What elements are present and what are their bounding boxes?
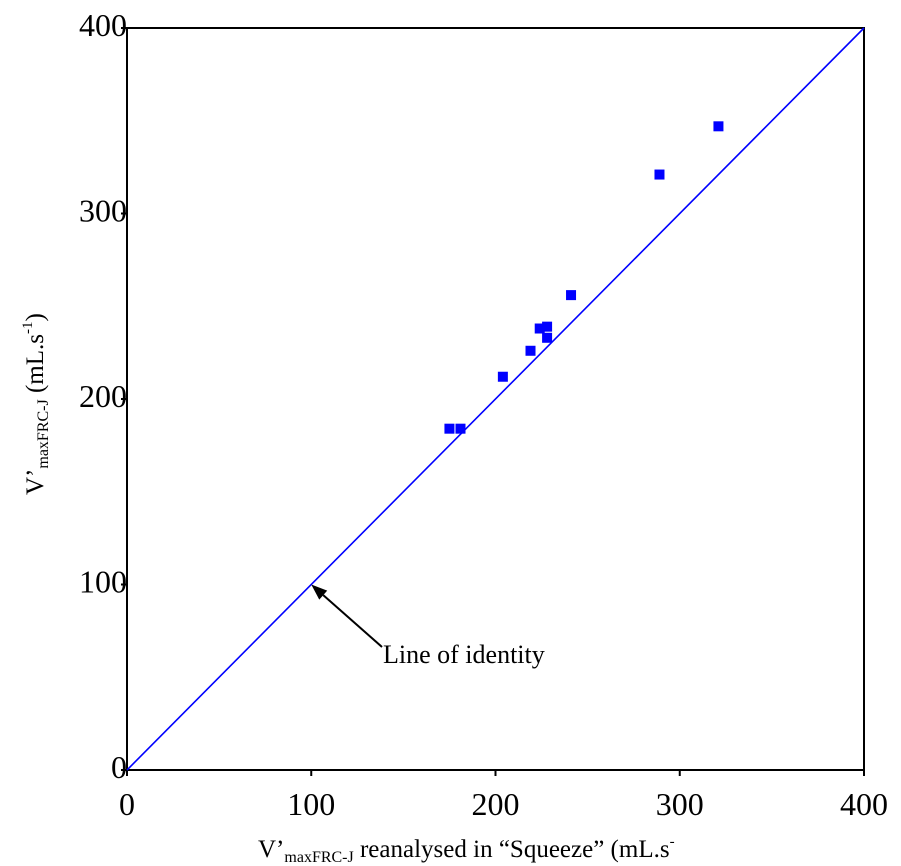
data-point [542,321,553,332]
x-tick-label: 200 [472,786,520,822]
y-axis-label-subscript: maxFRC-J [35,399,52,468]
y-axis-label: V’maxFRC-J (mL.s-1) [20,313,52,495]
y-tick-label: 200 [79,378,127,414]
y-axis-ticks: 0 100 200 300 400 [79,7,127,785]
line-of-identity [126,27,865,771]
data-point [713,121,724,132]
data-point [455,423,466,434]
data-point [497,371,508,382]
y-tick-label: 400 [79,7,127,43]
data-points [444,121,724,434]
data-point [525,345,536,356]
y-axis-label-suffix: ) [22,313,49,321]
x-tick-label: 0 [119,786,135,822]
annotation: Line of identity [311,584,545,669]
y-tick-label: 0 [111,749,127,785]
annotation-label: Line of identity [383,640,545,669]
x-axis-label-superscript: - [670,834,675,850]
annotation-arrow [322,594,383,648]
data-point [444,423,455,434]
data-point [534,323,545,334]
x-axis-ticks: 0 100 200 300 400 [119,770,888,822]
y-tick-label: 300 [79,193,127,229]
data-point [566,290,577,301]
x-tick-label: 400 [840,786,888,822]
annotation-arrowhead [311,584,328,600]
data-point [542,332,553,343]
x-axis-label-main: reanalysed in “Squeeze” (mL.s [354,836,670,863]
data-point [654,169,665,180]
y-axis-label-prefix: V’ [22,469,49,495]
x-tick-label: 100 [287,786,335,822]
y-tick-label: 100 [79,564,127,600]
x-axis-label-prefix: V’ [258,836,284,863]
y-axis-label-main: (mL.s [22,334,49,399]
y-axis-label-superscript: -1 [20,321,36,334]
x-axis-label-subscript: maxFRC-J [284,849,353,866]
x-tick-label: 300 [656,786,704,822]
x-axis-label: V’maxFRC-J reanalysed in “Squeeze” (mL.s… [258,834,675,866]
